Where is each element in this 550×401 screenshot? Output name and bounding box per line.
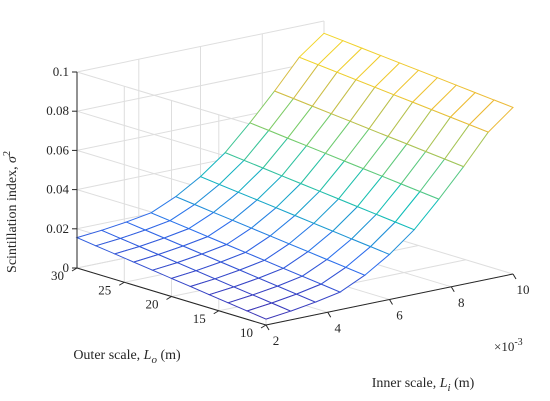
y-tick-mark	[118, 281, 125, 286]
x-tick-mark	[450, 286, 455, 293]
z-tick-label: 0.06	[46, 142, 69, 157]
y-tick-mark	[166, 296, 172, 300]
z-tick-label: 0.08	[46, 103, 69, 118]
y-tick-label: 20	[146, 297, 159, 312]
x-tick-label: 8	[458, 295, 465, 310]
y-tick-mark	[213, 310, 220, 315]
x-tick-mark	[327, 311, 332, 318]
x-axis-multiplier: ×10-3	[494, 337, 523, 354]
z-tick-label: 0.1	[53, 64, 69, 79]
z-tick-label: 0.04	[46, 182, 69, 197]
x-tick-mark	[389, 299, 393, 305]
z-axis-label: Scintillation index, σ2	[2, 151, 20, 273]
x-tick-label: 10	[517, 282, 530, 297]
surface-mesh	[75, 32, 514, 320]
x-tick-label: 6	[396, 308, 403, 323]
surface-cell	[468, 99, 514, 133]
y-tick-label: 25	[98, 282, 111, 297]
tick-labels: 2 4 6 8 10 10 15 20 25 300 0.02 0.04 0.06 0.08 0.1	[46, 64, 529, 348]
x-tick-mark	[265, 324, 270, 331]
y-tick-label: 10	[240, 325, 253, 340]
y-tick-label: 15	[193, 311, 206, 326]
z-tick-label: 0	[63, 260, 70, 275]
x-axis-label: Inner scale, Li (m)	[372, 376, 475, 394]
x-tick-mark	[512, 273, 517, 280]
y-tick-mark	[260, 324, 267, 329]
z-tick-label: 0.02	[46, 221, 69, 236]
x-tick-label: 2	[273, 333, 280, 348]
axes-box	[71, 71, 517, 331]
y-axis-label: Outer scale, Lo (m)	[73, 348, 181, 366]
x-tick-label: 4	[335, 320, 342, 335]
y-tick-label: 30	[51, 268, 64, 283]
